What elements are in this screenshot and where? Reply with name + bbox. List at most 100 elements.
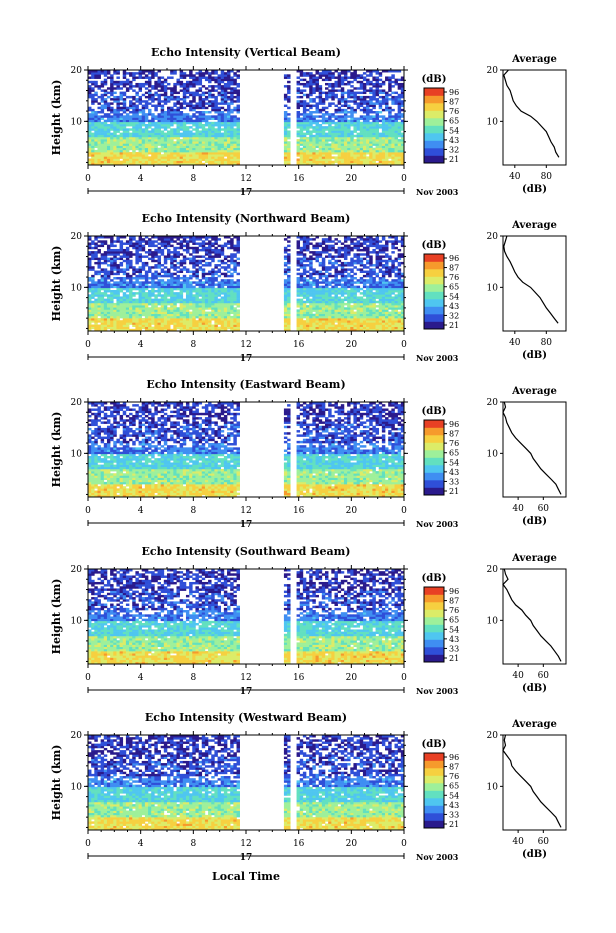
heatmap-cell <box>123 286 126 288</box>
heatmap-cell <box>230 309 233 311</box>
heatmap-cell <box>300 154 303 156</box>
heatmap-cell <box>230 120 233 122</box>
heatmap-cell <box>142 115 145 117</box>
heatmap-cell <box>350 143 353 145</box>
heatmap-cell <box>395 102 398 104</box>
heatmap-cell <box>126 118 129 120</box>
heatmap-cell <box>331 316 334 318</box>
heatmap-cell <box>287 161 290 163</box>
heatmap-cell <box>338 307 341 309</box>
heatmap-cell <box>303 148 306 150</box>
heatmap-cell <box>391 135 394 137</box>
heatmap-cell <box>398 305 401 307</box>
heatmap-cell <box>104 72 107 74</box>
heatmap-cell <box>107 150 110 152</box>
heatmap-cell <box>164 294 167 296</box>
heatmap-cell <box>312 83 315 85</box>
heatmap-cell <box>382 152 385 154</box>
heatmap-cell <box>300 113 303 115</box>
heatmap-cell <box>195 107 198 109</box>
heatmap-cell <box>113 296 116 298</box>
heatmap-cell <box>360 85 363 87</box>
heatmap-cell <box>91 325 94 327</box>
heatmap-cell <box>214 309 217 311</box>
heatmap-cell <box>113 130 116 132</box>
heatmap-cell <box>202 126 205 128</box>
heatmap-cell <box>88 305 91 307</box>
heatmap-cell <box>334 286 337 288</box>
heatmap-cell <box>312 327 315 329</box>
heatmap-cell <box>221 92 224 94</box>
heatmap-cell <box>218 76 221 78</box>
heatmap-cell <box>382 100 385 102</box>
heatmap-cell <box>189 92 192 94</box>
heatmap-cell <box>284 111 287 113</box>
heatmap-cell <box>161 126 164 128</box>
heatmap-cell <box>366 294 369 296</box>
heatmap-cell <box>214 159 217 161</box>
heatmap-cell <box>300 312 303 314</box>
heatmap-cell <box>218 159 221 161</box>
heatmap-cell <box>224 74 227 76</box>
heatmap-cell <box>391 118 394 120</box>
heatmap-cell <box>161 83 164 85</box>
heatmap-cell <box>142 133 145 135</box>
heatmap-cell <box>180 120 183 122</box>
heatmap-cell <box>199 294 202 296</box>
heatmap-cell <box>110 303 113 305</box>
heatmap-cell <box>158 102 161 104</box>
heatmap-cell <box>325 141 328 143</box>
heatmap-cell <box>88 122 91 124</box>
heatmap-cell <box>110 314 113 316</box>
heatmap-cell <box>372 141 375 143</box>
heatmap-cell <box>233 286 236 288</box>
heatmap-cell <box>224 141 227 143</box>
heatmap-cell <box>372 92 375 94</box>
heatmap-cell <box>382 109 385 111</box>
heatmap-cell <box>199 314 202 316</box>
heatmap-cell <box>148 141 151 143</box>
heatmap-cell <box>366 150 369 152</box>
heatmap-cell <box>360 115 363 117</box>
heatmap-cell <box>369 303 372 305</box>
heatmap-cell <box>132 135 135 137</box>
heatmap-cell <box>186 137 189 139</box>
heatmap-cell <box>170 320 173 322</box>
heatmap-cell <box>309 89 312 91</box>
heatmap-cell <box>221 72 224 74</box>
heatmap-cell <box>170 156 173 158</box>
heatmap-cell <box>97 122 100 124</box>
heatmap-cell <box>366 322 369 324</box>
heatmap-cell <box>360 292 363 294</box>
heatmap-cell <box>189 85 192 87</box>
heatmap-cell <box>376 148 379 150</box>
heatmap-cell <box>237 294 240 296</box>
heatmap-cell <box>180 305 183 307</box>
heatmap-cell <box>341 111 344 113</box>
heatmap-cell <box>218 318 221 320</box>
heatmap-cell <box>379 107 382 109</box>
heatmap-cell <box>88 320 91 322</box>
heatmap-cell <box>189 320 192 322</box>
heatmap-cell <box>135 83 138 85</box>
heatmap-cell <box>322 148 325 150</box>
heatmap-cell <box>164 156 167 158</box>
heatmap-cell <box>233 281 236 283</box>
heatmap-cell <box>230 137 233 139</box>
heatmap-cell <box>237 281 240 283</box>
heatmap-cell <box>218 307 221 309</box>
heatmap-cell <box>382 143 385 145</box>
heatmap-cell <box>357 161 360 163</box>
heatmap-cell <box>214 81 217 83</box>
heatmap-cell <box>110 301 113 303</box>
heatmap-cell <box>341 146 344 148</box>
heatmap-cell <box>110 107 113 109</box>
heatmap-cell <box>353 146 356 148</box>
heatmap-cell <box>316 307 319 309</box>
heatmap-cell <box>322 92 325 94</box>
heatmap-cell <box>230 312 233 314</box>
heatmap-cell <box>176 102 179 104</box>
heatmap-cell <box>398 83 401 85</box>
heatmap-cell <box>214 146 217 148</box>
heatmap-cell <box>154 299 157 301</box>
